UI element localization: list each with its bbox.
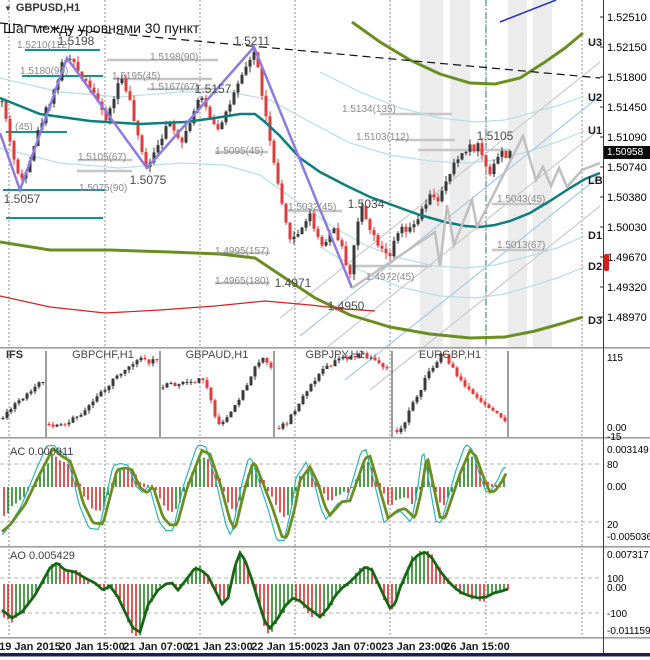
axis-ac-label: 0.00 — [607, 482, 627, 493]
ifs-indicator-label: IFS — [6, 349, 24, 361]
axis-price-label: 1.49670 — [607, 252, 647, 264]
axis-ao-label: 0.007317 — [607, 550, 649, 561]
axis-price-label: 1.52150 — [607, 42, 647, 54]
zigzag-lines — [0, 44, 601, 290]
axis-price-label: 1.51800 — [607, 72, 647, 84]
swing-label: 1.4950 — [328, 299, 365, 313]
axis-ao-label: -100 — [607, 609, 627, 620]
level-label: 1.5167(67) — [150, 82, 198, 93]
axis-price-marker — [604, 254, 609, 271]
axis-sub-label: 115 — [607, 353, 623, 364]
symbol-header[interactable]: ▼ GBPUSD,H1 — [4, 2, 80, 14]
swing-label: 1.5034 — [348, 197, 385, 211]
band-label: U3 — [588, 37, 602, 49]
chart-comment-title: Шаг между уровнями 30 пункт — [3, 20, 200, 36]
time-axis-label: 26 Jan 15:00 — [444, 641, 509, 653]
chevron-down-icon[interactable]: ▼ — [4, 3, 12, 13]
mini-chart-symbol: GBPAUD,H1 — [185, 349, 249, 361]
axis-ac-label: 20 — [607, 520, 619, 531]
swing-label: 1.5105 — [477, 129, 514, 143]
swing-label: 1.5198 — [58, 34, 95, 48]
level-label: 1.5134(135) — [342, 104, 396, 115]
band-label: U1 — [588, 125, 602, 137]
axis-price-label: 1.51450 — [607, 102, 647, 114]
axis-price-label: 1.48970 — [607, 312, 647, 324]
teal-level-label: 1.5180(90) — [20, 66, 68, 77]
swing-label: 1.5057 — [4, 192, 41, 206]
band-label: LB — [588, 175, 603, 187]
time-axis-label: 22 Jan 15:00 — [251, 641, 316, 653]
level-label: 1.4965(180) — [215, 276, 269, 287]
band-label: D2 — [588, 261, 602, 273]
level-label: 1.5032(45) — [288, 202, 336, 213]
axis-price-label: 1.49320 — [607, 282, 647, 294]
band-label: U2 — [588, 92, 602, 104]
level-label: 1.5198(90) — [150, 52, 198, 63]
level-label: 1.4995(157) — [215, 246, 269, 257]
mini-charts — [1, 351, 509, 437]
axis-price-label: 1.52510 — [607, 12, 647, 24]
band-label: D3 — [588, 315, 602, 327]
time-axis-label: 23 Jan 07:00 — [316, 641, 381, 653]
axis-ao-label: 100 — [607, 574, 624, 585]
level-label: 1.5043(45) — [497, 194, 545, 205]
level-label: 1.5013(67) — [497, 240, 545, 251]
mini-chart-symbol: EURGBP,H1 — [418, 349, 482, 361]
moving-average-line — [0, 96, 601, 229]
ao-oscillator — [1, 550, 509, 636]
axis-price-label: 1.50030 — [607, 222, 647, 234]
level-label: 1.5195(45) — [112, 71, 160, 82]
current-price-tag: 1.50958 — [604, 146, 650, 159]
grid-lines — [0, 0, 600, 637]
teal-level-label: 1.5210(112) — [17, 40, 70, 51]
swing-label: 1.4971 — [275, 276, 312, 290]
level-label: 1.5075(90) — [79, 183, 127, 194]
level-label: 1.5103(112) — [356, 132, 409, 143]
time-axis-label: 23 Jan 23:00 — [381, 641, 446, 653]
axis-sub-label: 0.00 — [607, 423, 627, 434]
axis-ac-label: -0.005036 — [607, 532, 650, 543]
axis-ac-label: 80 — [607, 460, 619, 471]
mini-chart-symbol: GBPCHF,H1 — [72, 349, 134, 361]
axis-price-label: 1.51090 — [607, 132, 647, 144]
ac-oscillator — [1, 445, 508, 541]
level-label: 1.4972(45) — [366, 272, 414, 283]
ac-indicator-label: AC 0.000911 — [10, 446, 74, 458]
swing-label: 1.5211 — [234, 34, 270, 48]
time-axis-label: 21 Jan 07:00 — [123, 641, 188, 653]
level-labels: 1.5198(90) 1.5195(45)1.5167(67) 1.5134(135… — [4, 34, 603, 327]
symbol-label: GBPUSD,H1 — [15, 2, 81, 14]
axis-price-label: 1.50740 — [607, 162, 647, 174]
swing-label: 1.5075 — [130, 173, 167, 187]
band-label: D1 — [588, 230, 602, 242]
level-label: 1.5105(67) — [78, 152, 126, 163]
time-axis-label: 21 Jan 23:00 — [187, 641, 252, 653]
price-axis: 1.52510 1.52150 1.51800 1.51450 1.51090 1.507… — [600, 12, 650, 637]
axis-price-label: 1.50380 — [607, 192, 647, 204]
axis-ao-label: 0.00 — [607, 583, 627, 594]
level-label: 1.5095(45) — [215, 146, 263, 157]
time-axis-label: 20 Jan 15:00 — [59, 641, 124, 653]
teal-level-label: (45) — [15, 122, 33, 133]
ao-indicator-label: AO 0.005429 — [10, 550, 75, 562]
time-axis-label: 19 Jan 2015 — [0, 641, 61, 653]
mini-chart-symbol: GBPJPY,H1 — [305, 349, 365, 361]
swing-label: 1.5157 — [195, 82, 232, 96]
axis-sub-label: -15 — [607, 432, 622, 443]
axis-ac-label: 0.003149 — [607, 445, 649, 456]
axis-ao-label: -0.011159 — [607, 626, 650, 637]
